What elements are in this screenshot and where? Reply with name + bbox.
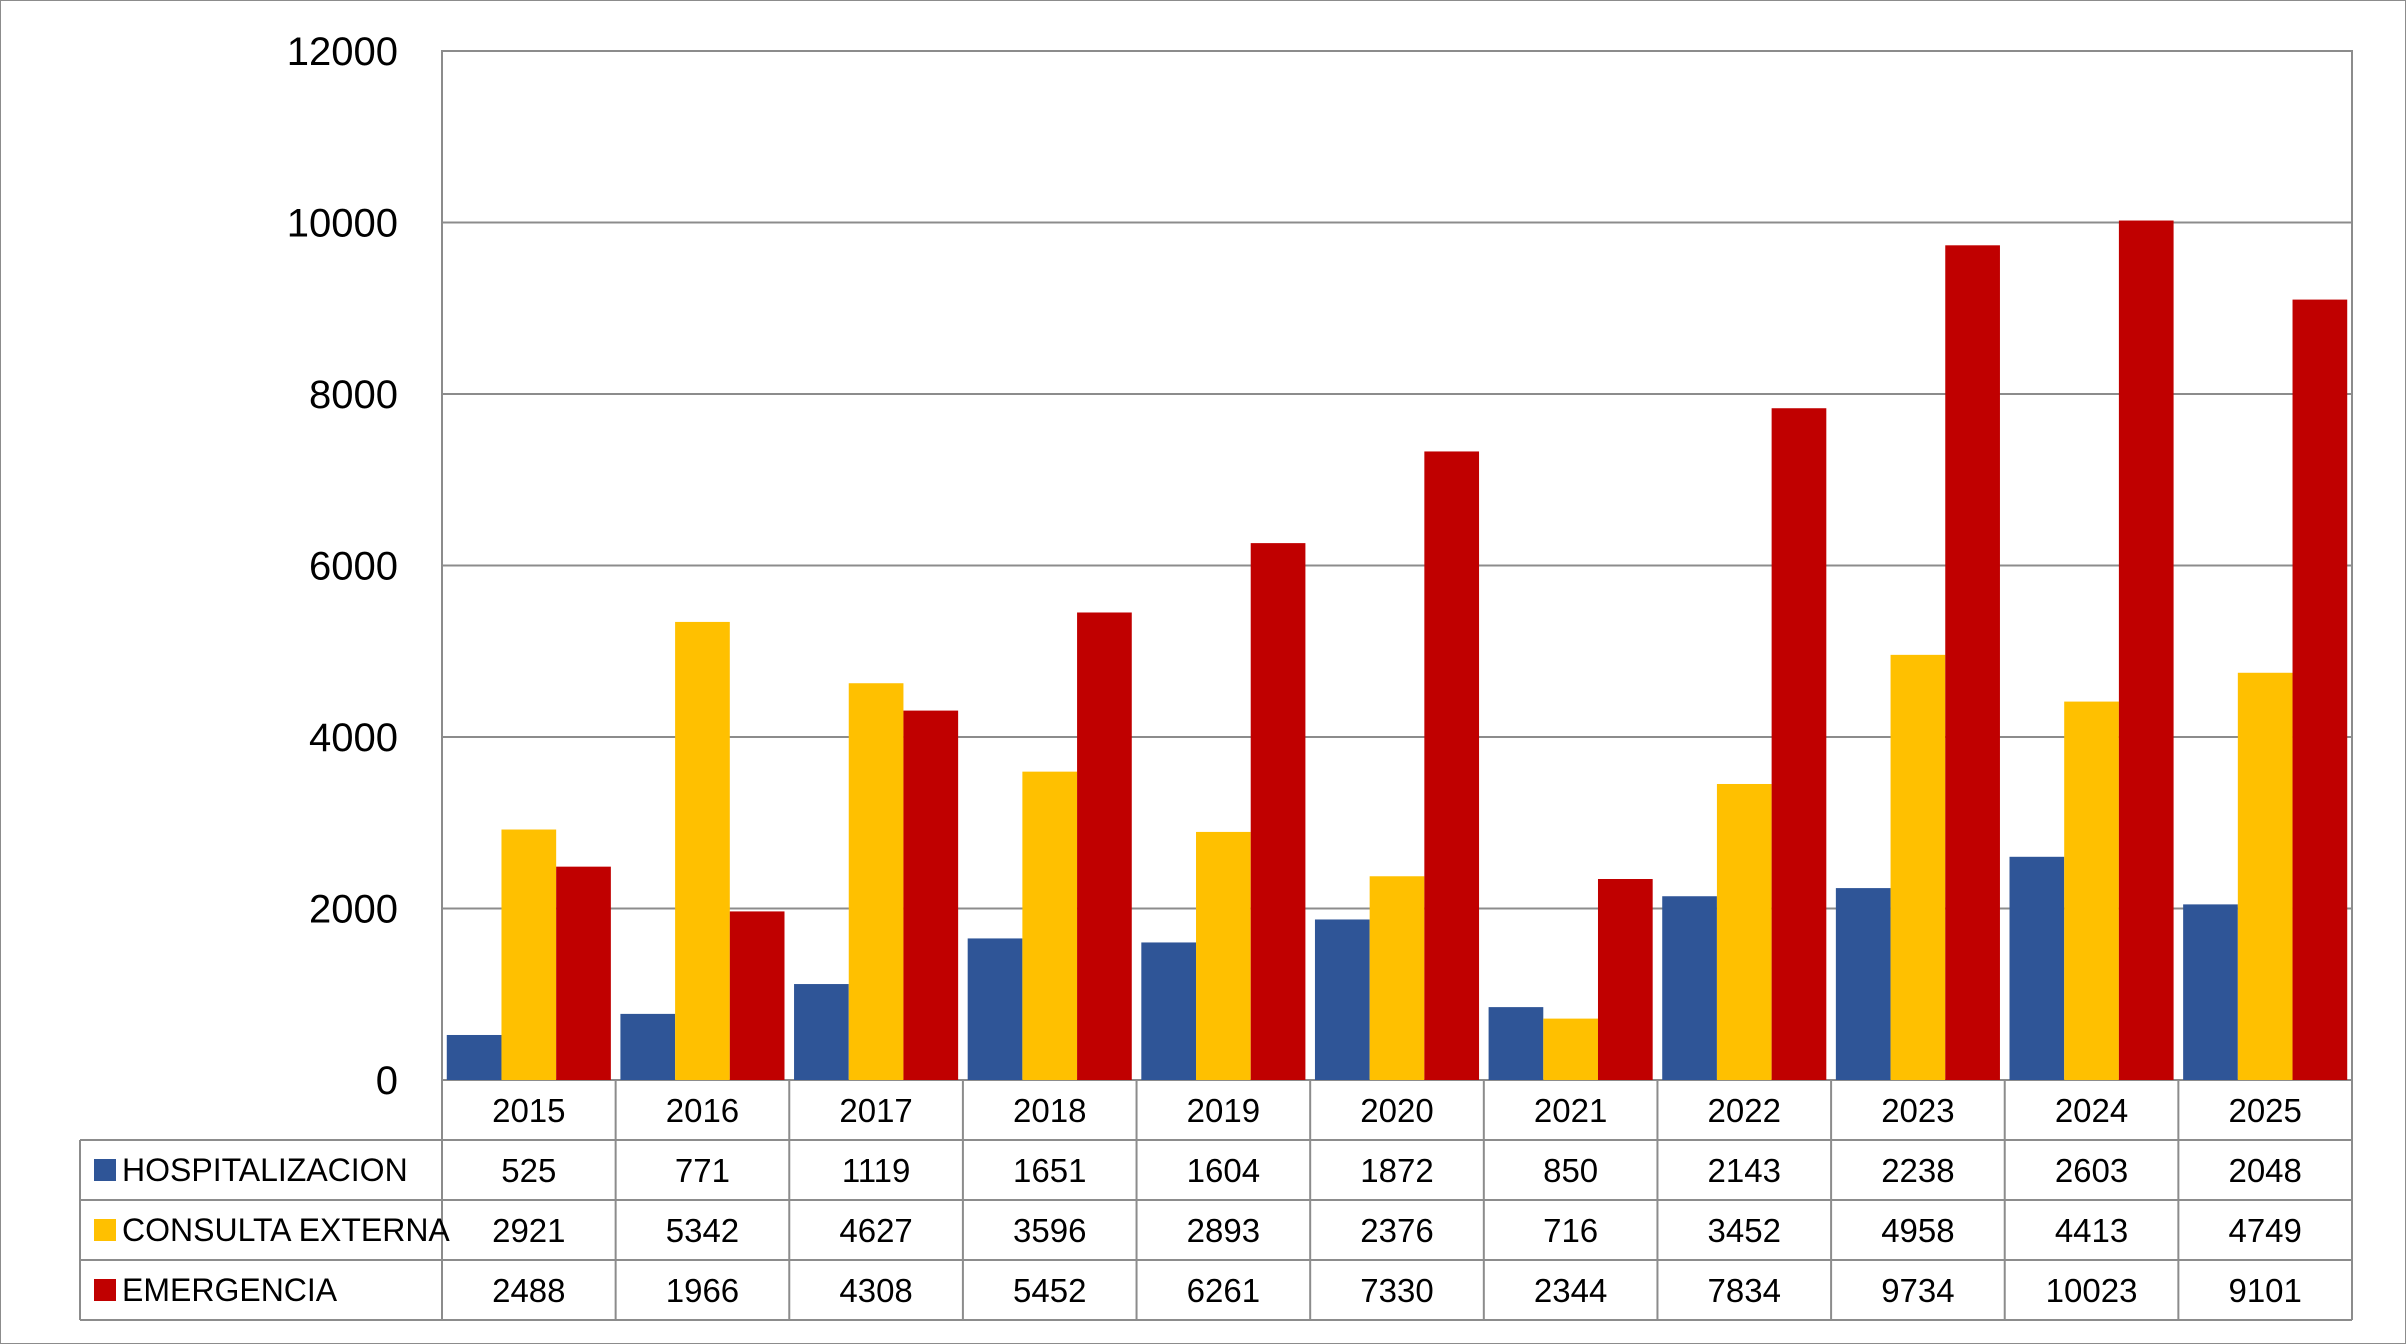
bar-emergencia-2016: [729, 911, 785, 1080]
legend-swatch: [94, 1279, 116, 1301]
bar-consulta-externa-2015: [501, 829, 557, 1080]
bar-hospitalizacion-2018: [967, 938, 1023, 1080]
bar-emergencia-2017: [903, 710, 959, 1080]
data-label: 1119: [842, 1152, 911, 1189]
x-tick-label: 2016: [666, 1092, 739, 1129]
data-label: 4749: [2228, 1212, 2301, 1249]
bar-hospitalizacion-2016: [620, 1013, 676, 1080]
data-label: 716: [1543, 1212, 1598, 1249]
data-label: 4627: [839, 1212, 912, 1249]
data-label: 2603: [2055, 1152, 2128, 1189]
bar-emergencia-2020: [1424, 451, 1480, 1080]
bar-hospitalizacion-2025: [2183, 904, 2238, 1080]
y-tick-label: 0: [376, 1059, 398, 1103]
data-label: 2376: [1360, 1212, 1433, 1249]
x-tick-label: 2019: [1187, 1092, 1260, 1129]
data-label: 771: [675, 1152, 730, 1189]
x-tick-label: 2025: [2228, 1092, 2301, 1129]
series-label: CONSULTA EXTERNA: [122, 1212, 450, 1248]
bar-consulta-externa-2022: [1716, 783, 1772, 1080]
series-label: HOSPITALIZACION: [122, 1152, 408, 1188]
y-tick-label: 12000: [287, 30, 398, 74]
data-label: 4958: [1881, 1212, 1954, 1249]
data-label: 7330: [1360, 1272, 1433, 1309]
data-label: 2488: [492, 1272, 565, 1309]
y-tick-label: 8000: [309, 373, 398, 417]
x-tick-label: 2023: [1881, 1092, 1954, 1129]
data-label: 1872: [1360, 1152, 1433, 1189]
data-label: 525: [501, 1152, 556, 1189]
bar-hospitalizacion-2023: [1835, 888, 1891, 1080]
data-label: 4413: [2055, 1212, 2128, 1249]
data-label: 1651: [1013, 1152, 1086, 1189]
data-label: 4308: [839, 1272, 912, 1309]
data-label: 9734: [1881, 1272, 1954, 1309]
bar-hospitalizacion-2022: [1662, 896, 1717, 1080]
bar-consulta-externa-2020: [1369, 876, 1425, 1080]
data-label: 2048: [2228, 1152, 2301, 1189]
data-label: 2344: [1534, 1272, 1607, 1309]
bar-consulta-externa-2021: [1543, 1018, 1598, 1080]
data-label: 2238: [1881, 1152, 1954, 1189]
bar-emergencia-2015: [556, 866, 611, 1080]
x-tick-label: 2020: [1360, 1092, 1433, 1129]
data-label: 3452: [1708, 1212, 1781, 1249]
data-label: 7834: [1708, 1272, 1781, 1309]
bar-consulta-externa-2018: [1022, 771, 1078, 1080]
y-tick-label: 10000: [287, 202, 398, 246]
x-tick-label: 2015: [492, 1092, 565, 1129]
data-label: 3596: [1013, 1212, 1086, 1249]
bar-hospitalizacion-2019: [1141, 942, 1197, 1080]
x-tick-label: 2017: [839, 1092, 912, 1129]
bar-hospitalizacion-2024: [2009, 856, 2065, 1080]
legend-swatch: [94, 1219, 116, 1241]
data-label: 5342: [666, 1212, 739, 1249]
data-label: 2143: [1708, 1152, 1781, 1189]
data-label: 10023: [2046, 1272, 2138, 1309]
data-label: 1966: [666, 1272, 739, 1309]
bar-emergencia-2018: [1077, 612, 1132, 1080]
data-label: 9101: [2228, 1272, 2301, 1309]
bar-consulta-externa-2025: [2237, 672, 2293, 1080]
data-label: 1604: [1187, 1152, 1260, 1189]
x-tick-label: 2021: [1534, 1092, 1607, 1129]
bar-consulta-externa-2016: [675, 621, 730, 1080]
bar-hospitalizacion-2017: [794, 984, 849, 1080]
bar-consulta-externa-2019: [1196, 831, 1251, 1080]
x-tick-label: 2018: [1013, 1092, 1086, 1129]
data-label: 5452: [1013, 1272, 1086, 1309]
bar-hospitalizacion-2020: [1314, 919, 1370, 1080]
y-tick-label: 4000: [309, 716, 398, 760]
bar-hospitalizacion-2015: [446, 1034, 502, 1080]
data-label: 850: [1543, 1152, 1598, 1189]
data-label: 6261: [1187, 1272, 1260, 1309]
legend-swatch: [94, 1159, 116, 1181]
bar-emergencia-2023: [1945, 245, 2000, 1080]
bar-consulta-externa-2023: [1890, 654, 1946, 1080]
bar-consulta-externa-2017: [848, 683, 904, 1080]
bar-hospitalizacion-2021: [1488, 1007, 1544, 1080]
bar-emergencia-2025: [2292, 299, 2348, 1081]
data-label: 2893: [1187, 1212, 1260, 1249]
series-label: EMERGENCIA: [122, 1272, 338, 1308]
x-tick-label: 2022: [1708, 1092, 1781, 1129]
y-tick-label: 6000: [309, 545, 398, 589]
bar-emergencia-2021: [1597, 879, 1653, 1080]
bar-consulta-externa-2024: [2064, 701, 2119, 1080]
bar-emergencia-2024: [2118, 220, 2174, 1080]
bar-emergencia-2022: [1771, 408, 1827, 1080]
x-tick-label: 2024: [2055, 1092, 2128, 1129]
bar-emergencia-2019: [1250, 543, 1306, 1080]
data-label: 2921: [492, 1212, 565, 1249]
y-tick-label: 2000: [309, 888, 398, 932]
